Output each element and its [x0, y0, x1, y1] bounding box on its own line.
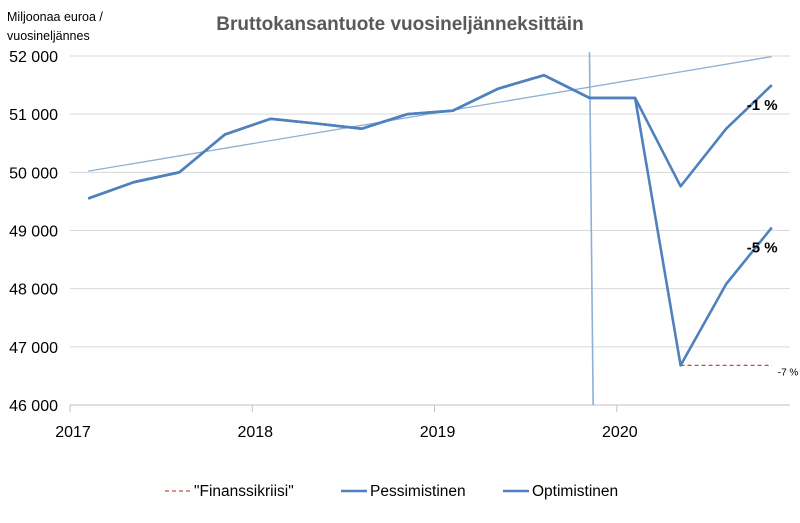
y-tick-label: 47 000 [9, 340, 58, 357]
chart-marks [87, 51, 773, 406]
legend-label: "Finanssikriisi" [194, 483, 294, 500]
legend-label: Optimistinen [532, 483, 618, 500]
y-axis-label-line-1: Miljoonaa euroa / [7, 10, 103, 24]
y-tick-label: 52 000 [9, 49, 58, 66]
annotation-label: -5 % [747, 240, 778, 257]
legend: "Finanssikriisi" Pessimistinen Optimistine… [165, 483, 618, 500]
y-tick-label: 50 000 [9, 165, 58, 182]
y-axis-label-line-2: vuosineljännes [7, 29, 90, 43]
axes [69, 404, 790, 412]
y-tick-label: 49 000 [9, 224, 58, 241]
x-tick-label: 2017 [55, 424, 91, 441]
annotation-label: -1 % [747, 97, 778, 114]
series-line-optimistinen [87, 73, 773, 200]
tick-labels: 46 000 47 000 48 000 49 000 50 000 51 000 52 0… [9, 49, 638, 441]
y-tick-label: 48 000 [9, 282, 58, 299]
chart-title: Bruttokansantuote vuosineljänneksittäin [216, 14, 583, 35]
x-tick-label: 2020 [602, 424, 638, 441]
x-tick-label: 2019 [420, 424, 456, 441]
y-tick-label: 51 000 [9, 107, 58, 124]
annotation-label: -7 % [778, 367, 799, 378]
series-line-pessimistinen [87, 73, 773, 367]
gridlines [70, 55, 790, 348]
annotations: -1 % -5 % -7 % [747, 97, 799, 378]
x-tick-label: 2018 [237, 424, 273, 441]
legend-label: Pessimistinen [370, 483, 466, 500]
vertical-marker-line [588, 51, 594, 406]
y-tick-label: 46 000 [9, 398, 58, 415]
